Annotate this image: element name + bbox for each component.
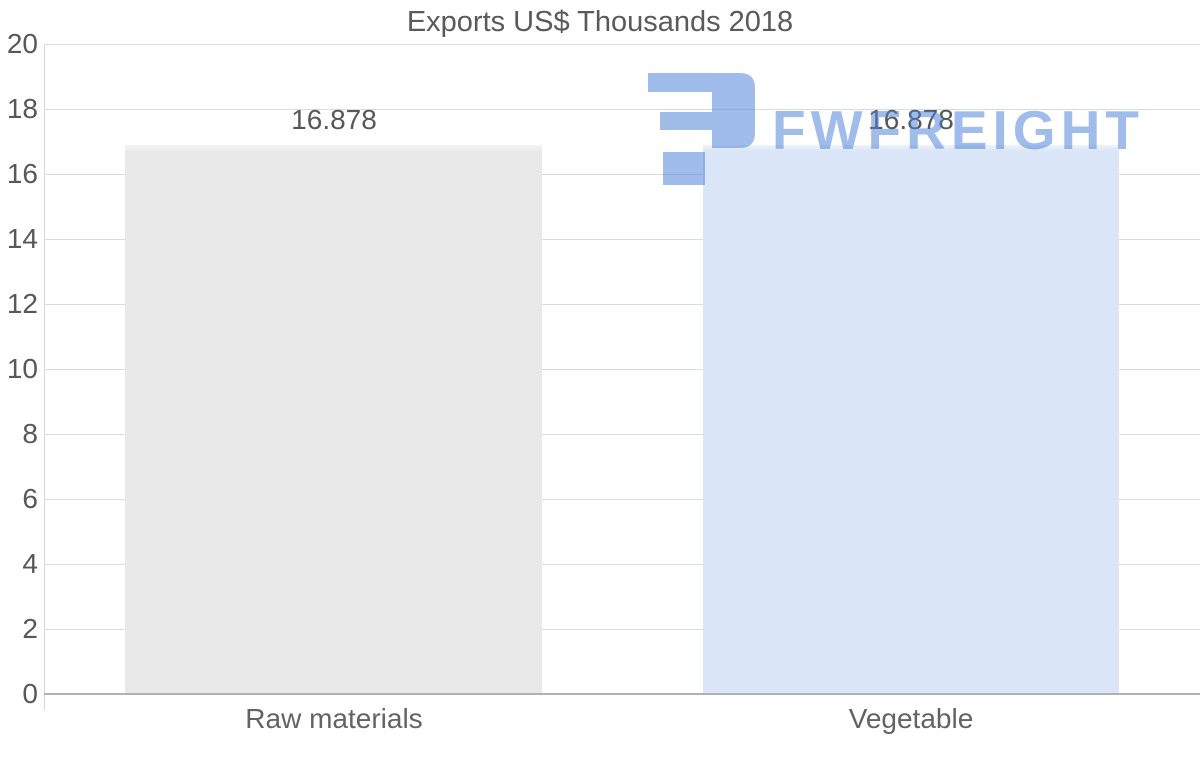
category-label: Vegetable xyxy=(848,703,974,734)
gridline xyxy=(44,109,1200,110)
gridline xyxy=(44,44,1200,45)
y-tick-label: 0 xyxy=(22,678,38,709)
y-axis-line xyxy=(44,44,45,711)
chart-title: Exports US$ Thousands 2018 xyxy=(406,6,794,38)
y-tick-label: 20 xyxy=(6,28,38,59)
bar-raw-materials xyxy=(125,145,542,694)
y-tick-label: 6 xyxy=(22,483,38,514)
gridline xyxy=(44,434,1200,435)
y-tick-label: 2 xyxy=(22,613,38,644)
y-tick-label: 12 xyxy=(6,288,38,319)
gridline xyxy=(44,174,1200,175)
y-tick-label: 18 xyxy=(6,93,38,124)
category-label: Raw materials xyxy=(245,703,423,734)
y-tick-label: 16 xyxy=(6,158,38,189)
gridline xyxy=(44,239,1200,240)
y-tick-label: 4 xyxy=(22,548,38,579)
gridline xyxy=(44,564,1200,565)
gridline xyxy=(44,499,1200,500)
bar-value-label: 16.878 xyxy=(291,104,377,135)
gridline xyxy=(44,629,1200,630)
gridline xyxy=(44,304,1200,305)
y-tick-label: 10 xyxy=(6,353,38,384)
y-tick-label: 14 xyxy=(6,223,38,254)
x-axis-baseline xyxy=(44,693,1200,695)
bar-vegetable xyxy=(703,145,1119,694)
gridline xyxy=(44,369,1200,370)
y-tick-label: 8 xyxy=(22,418,38,449)
bar-value-label: 16.878 xyxy=(868,104,954,135)
